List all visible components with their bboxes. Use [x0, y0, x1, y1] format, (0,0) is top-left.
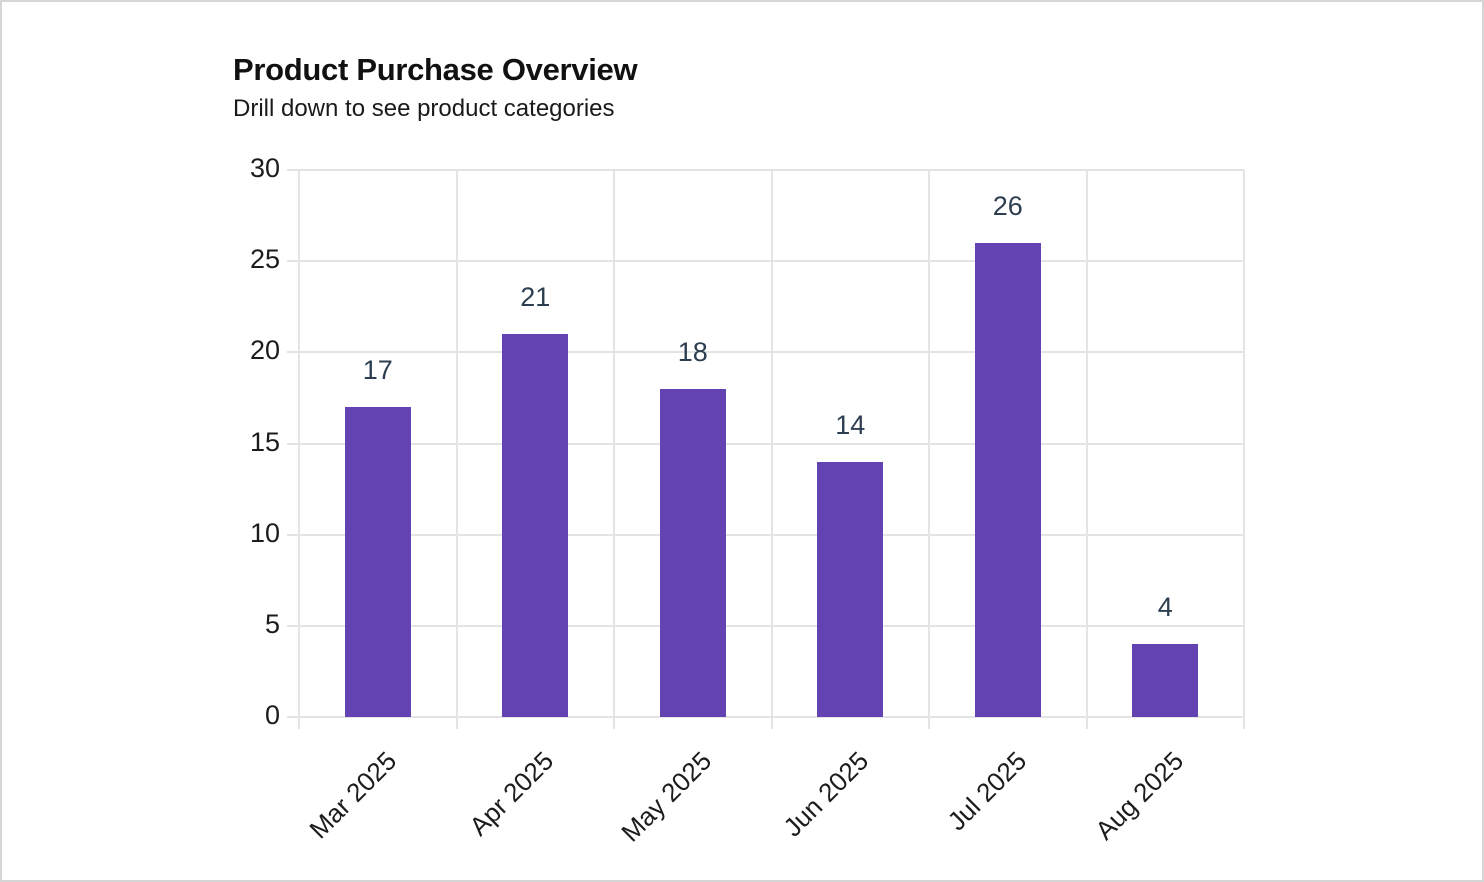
gridline-vertical	[455, 170, 458, 729]
data-label: 26	[992, 190, 1023, 221]
gridline-horizontal	[287, 351, 1244, 354]
y-tick-label: 0	[264, 700, 280, 730]
gridline-vertical	[613, 170, 615, 729]
gridline-horizontal	[287, 442, 1244, 445]
gridline-vertical	[770, 170, 773, 729]
gridline-horizontal	[287, 169, 1244, 171]
gridline-vertical	[1085, 170, 1088, 729]
gridline-horizontal	[287, 624, 1244, 627]
gridline-vertical	[1243, 170, 1245, 729]
bar[interactable]	[659, 388, 726, 717]
plot-area: 17 21 18 14 26 4	[287, 169, 1245, 729]
gridline-horizontal	[287, 716, 1244, 718]
y-tick-label: 30	[249, 153, 280, 183]
gridline-vertical	[928, 170, 930, 729]
bar[interactable]	[344, 407, 411, 717]
data-label: 4	[1157, 592, 1173, 623]
bar[interactable]	[817, 461, 884, 717]
gridline-horizontal	[287, 533, 1244, 536]
bar[interactable]	[1132, 644, 1199, 717]
gridline-vertical	[298, 170, 300, 729]
chart-title: Product Purchase Overview	[233, 52, 638, 87]
data-label: 18	[677, 336, 708, 367]
bar[interactable]	[502, 334, 569, 717]
chart-subtitle: Drill down to see product categories	[233, 95, 615, 122]
y-tick-label: 20	[249, 335, 280, 366]
y-tick-label: 25	[249, 244, 280, 275]
data-label: 17	[362, 355, 393, 386]
gridline-horizontal	[287, 260, 1244, 263]
y-tick-label: 5	[264, 608, 280, 639]
data-label: 21	[520, 282, 551, 313]
bar[interactable]	[974, 242, 1041, 717]
y-tick-label: 10	[249, 517, 280, 548]
data-label: 14	[835, 409, 866, 440]
y-tick-label: 15	[249, 426, 280, 457]
